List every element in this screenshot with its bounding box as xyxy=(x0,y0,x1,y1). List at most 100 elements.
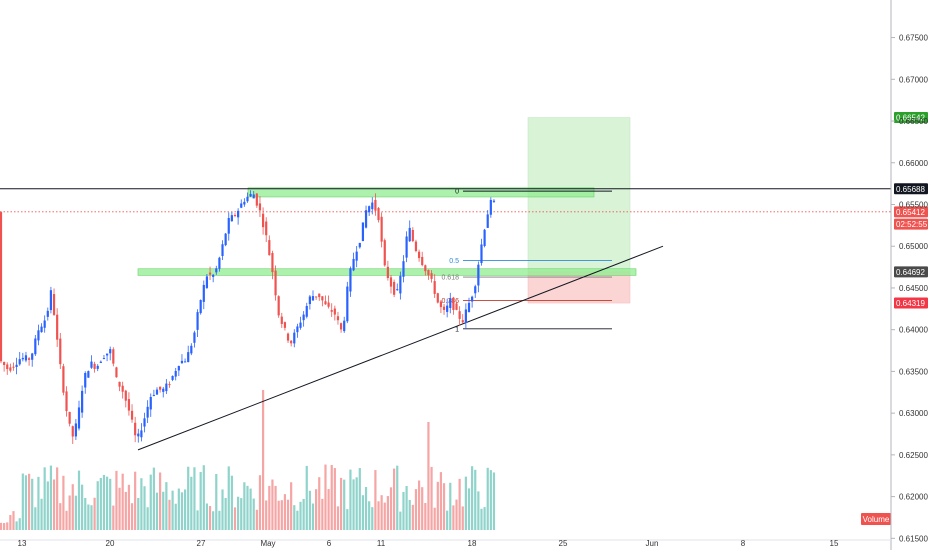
position-loss-zone xyxy=(528,272,630,303)
volume-bar xyxy=(340,478,342,530)
candle-body xyxy=(409,228,411,241)
volume-bar xyxy=(399,512,401,530)
drawings-layer: 00.50.6180.7861 xyxy=(0,118,891,450)
candle-body xyxy=(427,270,429,275)
volume-bar xyxy=(128,485,130,530)
fib-level-label: 1 xyxy=(455,326,459,333)
candle-body xyxy=(156,390,158,395)
volume-bar xyxy=(87,505,89,530)
candle-body xyxy=(393,282,395,295)
time-tick-label: 25 xyxy=(559,539,568,548)
volume-bar xyxy=(75,496,77,530)
candle-body xyxy=(412,230,414,241)
candle-body xyxy=(484,230,486,246)
volume-bar xyxy=(6,522,8,530)
volume-bar xyxy=(402,492,404,530)
time-tick-label: 18 xyxy=(468,539,477,548)
candle-body xyxy=(87,371,89,378)
candle-body xyxy=(212,275,214,277)
volume-bar xyxy=(190,477,192,530)
candle-body xyxy=(172,376,174,380)
volume-bar xyxy=(137,498,139,530)
candle-body xyxy=(452,298,454,310)
volume-bar xyxy=(200,472,202,530)
candle-body xyxy=(362,222,364,241)
candle-body xyxy=(359,243,361,247)
candle-body xyxy=(406,236,408,257)
candle-body xyxy=(349,268,351,291)
candle-body xyxy=(352,259,354,270)
volume-bar xyxy=(312,504,314,530)
candle-body xyxy=(381,217,383,242)
volume-bar xyxy=(175,504,177,530)
volume-bar xyxy=(112,506,114,530)
volume-bar xyxy=(234,507,236,530)
volume-bar xyxy=(28,474,30,530)
volume-bar xyxy=(259,475,261,530)
volume-bar xyxy=(159,472,161,530)
candle-body xyxy=(109,349,111,353)
volume-bar xyxy=(406,486,408,530)
volume-bar xyxy=(396,466,398,530)
candle-body xyxy=(384,240,386,265)
volume-bar xyxy=(168,500,170,530)
candle-body xyxy=(90,362,92,368)
candle-body xyxy=(6,364,8,369)
volume-bar xyxy=(368,501,370,530)
candle-body xyxy=(440,301,442,307)
price-tick-label: 0.66000 xyxy=(899,159,928,168)
volume-bar xyxy=(484,507,486,530)
volume-bar xyxy=(465,477,467,530)
volume-bar xyxy=(134,472,136,530)
volume-bar xyxy=(140,478,142,530)
volume-bar xyxy=(193,467,195,530)
volume-bar xyxy=(218,511,220,530)
volume-bar xyxy=(125,492,127,530)
candle-body xyxy=(250,194,252,196)
candle-body xyxy=(203,285,205,302)
volume-bar xyxy=(131,503,133,530)
volume-bar xyxy=(118,488,120,530)
volume-bar xyxy=(377,501,379,530)
volume-bar xyxy=(181,492,183,530)
candle-body xyxy=(365,210,367,227)
candle-body xyxy=(228,218,230,234)
candle-body xyxy=(468,303,470,312)
volume-bar xyxy=(22,474,24,530)
volume-bar xyxy=(156,493,158,530)
candle-body xyxy=(94,364,96,369)
volume-bar xyxy=(262,390,264,530)
volume-bar xyxy=(215,474,217,530)
volume-bar xyxy=(203,465,205,530)
time-tick-label: May xyxy=(260,539,275,548)
volume-bar xyxy=(328,489,330,530)
volume-bar xyxy=(9,515,11,530)
volume-bar xyxy=(418,481,420,530)
candle-body xyxy=(31,353,33,359)
time-tick-label: 27 xyxy=(197,539,206,548)
volume-bar xyxy=(100,478,102,530)
volume-bar xyxy=(434,508,436,530)
volume-bar xyxy=(318,477,320,530)
volume-bar xyxy=(162,492,164,530)
volume-bar xyxy=(3,523,5,530)
price-tick-label: 0.65500 xyxy=(899,200,928,209)
candle-body xyxy=(415,242,417,251)
candle-body xyxy=(34,339,36,355)
candle-body xyxy=(243,202,245,205)
candle-body xyxy=(455,303,457,309)
volume-bar xyxy=(440,472,442,530)
volume-bar xyxy=(103,475,105,530)
volume-bar xyxy=(331,465,333,530)
candle-body xyxy=(131,411,133,420)
volume-bar xyxy=(237,497,239,530)
candle-body xyxy=(303,315,305,321)
candle-body xyxy=(293,333,295,344)
candle-body xyxy=(162,389,164,392)
candle-body xyxy=(184,361,186,362)
candle-body xyxy=(193,333,195,343)
price-tick-label: 0.64000 xyxy=(899,326,928,335)
volume-bar xyxy=(415,489,417,530)
